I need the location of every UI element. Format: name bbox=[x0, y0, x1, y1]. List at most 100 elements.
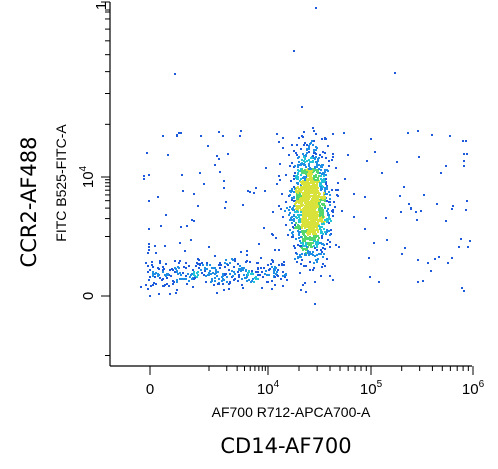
event-point bbox=[171, 268, 173, 270]
event-point bbox=[313, 227, 315, 229]
event-point bbox=[300, 181, 302, 183]
event-point bbox=[208, 274, 210, 276]
event-point bbox=[403, 186, 405, 188]
event-point bbox=[297, 214, 299, 216]
event-point bbox=[291, 222, 293, 224]
event-point bbox=[167, 274, 169, 276]
x-tick-label: 105 bbox=[360, 379, 383, 398]
x-axis-marker-label: CD14-AF700 bbox=[220, 434, 351, 458]
event-point bbox=[284, 210, 286, 212]
y-axis-ticks bbox=[101, 1, 110, 356]
event-point bbox=[176, 289, 178, 291]
event-point bbox=[303, 248, 305, 250]
event-point bbox=[337, 195, 339, 197]
event-point bbox=[292, 226, 294, 228]
event-point bbox=[315, 243, 317, 245]
event-point bbox=[423, 194, 425, 196]
event-point bbox=[374, 151, 376, 153]
event-point bbox=[312, 219, 314, 221]
event-point bbox=[408, 203, 410, 205]
event-point bbox=[302, 177, 304, 179]
event-point bbox=[321, 214, 323, 216]
event-point bbox=[155, 283, 157, 285]
event-point bbox=[320, 217, 322, 219]
event-point bbox=[307, 203, 309, 205]
event-point bbox=[302, 284, 304, 286]
event-point bbox=[466, 200, 468, 202]
event-point bbox=[300, 163, 302, 165]
event-point bbox=[304, 238, 306, 240]
event-point bbox=[292, 234, 294, 236]
event-point bbox=[307, 184, 309, 186]
event-point bbox=[149, 269, 151, 271]
event-point bbox=[314, 158, 316, 160]
event-point bbox=[278, 175, 280, 177]
event-point bbox=[310, 243, 312, 245]
event-point bbox=[297, 192, 299, 194]
event-point bbox=[436, 203, 438, 205]
event-point bbox=[296, 227, 298, 229]
event-point bbox=[311, 207, 313, 209]
event-point bbox=[309, 239, 311, 241]
event-point bbox=[445, 165, 447, 167]
event-point bbox=[209, 264, 211, 266]
event-point bbox=[469, 240, 471, 242]
event-point bbox=[324, 248, 326, 250]
event-point bbox=[316, 147, 318, 149]
event-point bbox=[282, 137, 284, 139]
event-point bbox=[312, 195, 314, 197]
event-point bbox=[244, 277, 246, 279]
event-point bbox=[222, 135, 224, 137]
event-point bbox=[427, 262, 429, 264]
event-point bbox=[313, 204, 315, 206]
event-point bbox=[272, 211, 274, 213]
event-point bbox=[267, 264, 269, 266]
event-point bbox=[309, 251, 311, 253]
event-point bbox=[324, 207, 326, 209]
event-point bbox=[467, 246, 469, 248]
event-point bbox=[145, 284, 147, 286]
event-point bbox=[324, 190, 326, 192]
event-point bbox=[227, 153, 229, 155]
event-point bbox=[320, 178, 322, 180]
event-point bbox=[304, 253, 306, 255]
event-point bbox=[196, 276, 198, 278]
event-point bbox=[190, 239, 192, 241]
event-point bbox=[309, 161, 311, 163]
event-point bbox=[274, 276, 276, 278]
event-point bbox=[201, 262, 203, 264]
event-point bbox=[313, 140, 315, 142]
event-point bbox=[214, 164, 216, 166]
event-point bbox=[331, 210, 333, 212]
event-point bbox=[315, 241, 317, 243]
event-point bbox=[293, 245, 295, 247]
event-point bbox=[416, 219, 418, 221]
event-point bbox=[268, 274, 270, 276]
event-point bbox=[293, 205, 295, 207]
event-point bbox=[304, 214, 306, 216]
event-point bbox=[332, 156, 334, 158]
event-point bbox=[294, 258, 296, 260]
event-point bbox=[239, 135, 241, 137]
event-point bbox=[312, 202, 314, 204]
event-point bbox=[152, 274, 154, 276]
event-point bbox=[313, 150, 315, 152]
event-point bbox=[293, 186, 295, 188]
event-point bbox=[326, 229, 328, 231]
event-point bbox=[316, 164, 318, 166]
event-point bbox=[321, 251, 323, 253]
event-point bbox=[321, 207, 323, 209]
event-point bbox=[328, 216, 330, 218]
event-point bbox=[161, 279, 163, 281]
event-point bbox=[257, 271, 259, 273]
event-point bbox=[347, 154, 349, 156]
event-point bbox=[297, 256, 299, 258]
event-point bbox=[319, 213, 321, 215]
event-point bbox=[315, 7, 317, 9]
event-point bbox=[271, 288, 273, 290]
event-point bbox=[306, 148, 308, 150]
event-point bbox=[323, 244, 325, 246]
event-point bbox=[328, 191, 330, 193]
event-point bbox=[310, 229, 312, 231]
event-point bbox=[301, 226, 303, 228]
